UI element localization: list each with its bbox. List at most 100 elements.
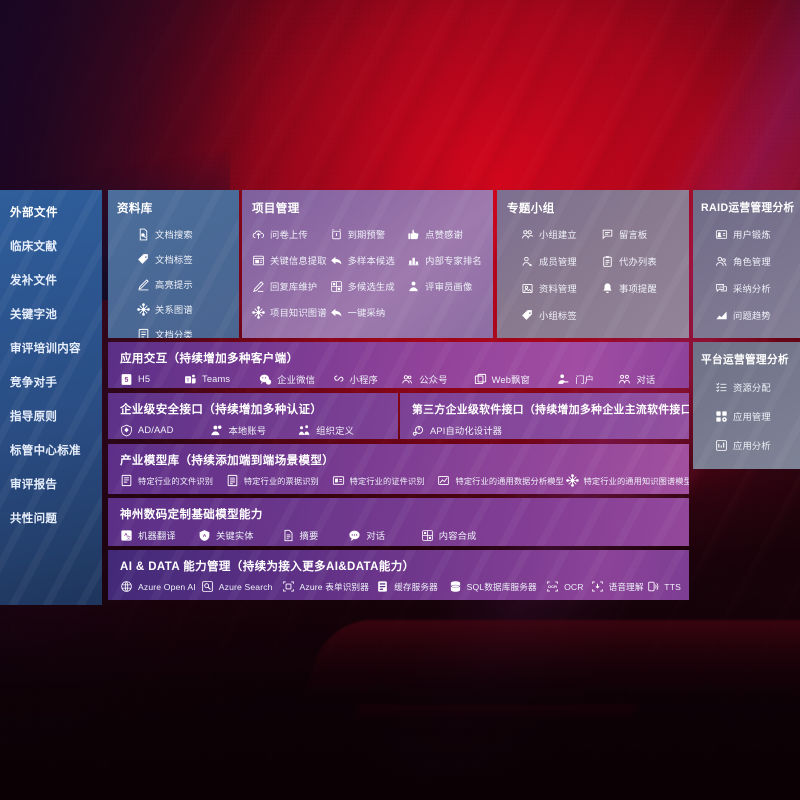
library-item-highlight-hint[interactable]: 高亮提示: [137, 277, 231, 291]
interaction-item-teams[interactable]: T Teams: [184, 372, 259, 386]
project-item-expiry-alert[interactable]: 到期预警: [330, 227, 408, 241]
shield-auth-icon: [120, 424, 133, 437]
interaction-item-dialog[interactable]: 对话: [618, 372, 676, 386]
model-item-label: 特定行业的票据识别: [243, 476, 319, 486]
interaction-item-portal[interactable]: 门户: [557, 372, 618, 386]
project-item-one-click-adopt[interactable]: 一键采纳: [330, 305, 408, 319]
group-item-group-tag[interactable]: 小组标签: [521, 308, 601, 322]
group-item-material-manage[interactable]: 资料管理: [521, 281, 601, 295]
security-item-ad-aad[interactable]: AD/AAD: [120, 423, 210, 437]
sidebar-item-competitors[interactable]: 竞争对手: [10, 377, 58, 389]
model-item-label: 特定行业的文件识别: [138, 476, 214, 486]
raid-item-adoption-analysis[interactable]: QA 采纳分析: [715, 281, 794, 295]
security-item-local-account[interactable]: 本地账号: [210, 423, 298, 437]
project-item-label: 到期预警: [347, 230, 386, 240]
member-manage-icon: [521, 255, 534, 268]
group-item-event-reminder[interactable]: 事项提醒: [601, 281, 681, 295]
library-item-relation-graph[interactable]: 关系图谱: [137, 302, 231, 316]
api-designer-icon: [412, 424, 425, 437]
interaction-item-wecom[interactable]: 企业微信: [259, 372, 331, 386]
raid-item-user-profile[interactable]: 用户锻炼: [715, 227, 794, 241]
knowledge-graph-icon: [137, 302, 150, 316]
sidebar-item-common-issues[interactable]: 共性问题: [10, 513, 58, 525]
base-item-key-entity[interactable]: A 关键实体: [198, 528, 282, 542]
project-item-label: 评审员画像: [425, 282, 473, 292]
library-item-document-category[interactable]: 文档分类: [137, 327, 231, 338]
project-item-reviewer-portrait[interactable]: 评审员画像: [407, 279, 485, 293]
security-item-organization[interactable]: 组织定义: [298, 423, 386, 437]
ai-item-label: SQL数据库服务器: [466, 581, 537, 592]
project-item-project-knowledge-graph[interactable]: 项目知识图谱: [252, 305, 330, 319]
ai-item-label: OCR: [564, 581, 584, 592]
knowledge-graph-icon: [565, 474, 579, 487]
ai-item-speech-understanding[interactable]: 语音理解: [591, 580, 647, 593]
interaction-item-miniprogram[interactable]: 小程序: [332, 372, 402, 386]
miniprogram-icon: [332, 373, 345, 386]
model-item-invoice-recognition[interactable]: 特定行业的票据识别: [226, 474, 332, 487]
cloud-upload-icon: [252, 228, 265, 241]
ai-item-tts[interactable]: TTS: [646, 580, 681, 593]
ai-item-azure-openai[interactable]: Azure Open AI: [120, 580, 201, 593]
sidebar-item-review-report[interactable]: 审评报告: [10, 479, 58, 491]
interaction-item-official-account[interactable]: 公众号: [401, 372, 473, 386]
interaction-item-label: 门户: [575, 375, 595, 385]
library-item-label: 文档搜索: [155, 230, 193, 240]
web-popup-icon: [474, 373, 487, 386]
group-item-todo-list[interactable]: 代办列表: [601, 254, 681, 268]
model-item-id-card-recognition[interactable]: 特定行业的证件识别: [332, 474, 438, 487]
project-item-questionnaire-upload[interactable]: 问卷上传: [252, 227, 330, 241]
ai-item-azure-search[interactable]: Azure Search: [201, 580, 282, 593]
interaction-item-label: 小程序: [349, 375, 378, 385]
project-item-key-info-extract[interactable]: 关键信息提取: [252, 253, 330, 267]
entity-icon: A: [198, 529, 211, 542]
base-item-dialog[interactable]: 对话: [348, 528, 420, 542]
ai-item-cache-server[interactable]: 缓存服务器: [376, 580, 448, 593]
project-item-label: 多样本候选: [347, 256, 395, 266]
platform-item-resource-allocation[interactable]: 资源分配: [715, 380, 794, 394]
project-item-multi-sample-candidate[interactable]: 多样本候选: [330, 253, 408, 267]
ai-item-ocr[interactable]: OCR OCR: [546, 580, 591, 593]
sidebar-item-review-training[interactable]: 审评培训内容: [10, 343, 81, 355]
project-item-label: 回复库维护: [270, 282, 318, 292]
group-item-create-group[interactable]: 小组建立: [521, 227, 601, 241]
interaction-item-web-popup[interactable]: Web飘窗: [474, 372, 558, 386]
ranking-chart-icon: [407, 254, 420, 267]
group-item-message-board[interactable]: 留言板: [601, 227, 681, 241]
security-item-label: 组织定义: [316, 426, 354, 436]
sidebar-item-keyword-pool[interactable]: 关键字池: [10, 309, 58, 321]
sidebar-item-standards-center[interactable]: 标管中心标准: [10, 445, 81, 457]
project-item-thumbs-up[interactable]: 点赞感谢: [407, 227, 485, 241]
library-item-label: 关系图谱: [155, 305, 193, 315]
library-item-document-search[interactable]: 文档搜索: [137, 227, 231, 241]
model-item-file-recognition[interactable]: 特定行业的文件识别: [120, 474, 226, 487]
sidebar-item-clinical-literature[interactable]: 临床文献: [10, 241, 58, 253]
model-item-knowledge-graph-model[interactable]: 特定行业的通用知识图谱模型: [565, 474, 689, 487]
sidebar-item-guidelines[interactable]: 指导原则: [10, 411, 58, 423]
sidebar-item-supplement-file[interactable]: 发补文件: [10, 275, 58, 287]
raid-item-issue-trend[interactable]: 问题趋势: [715, 308, 794, 322]
raid-item-role-manage[interactable]: 角色管理: [715, 254, 794, 268]
model-item-data-analysis-model[interactable]: 特定行业的通用数据分析模型: [437, 474, 565, 487]
panel-group-title: 专题小组: [507, 203, 555, 215]
base-item-content-synthesis[interactable]: 内容合成: [421, 528, 510, 542]
project-item-internal-expert-ranking[interactable]: 内部专家排名: [407, 253, 485, 267]
project-item-reply-library-maintain[interactable]: 回复库维护: [252, 279, 330, 293]
project-item-multi-candidate-generate[interactable]: 多候选生成: [330, 279, 408, 293]
ai-item-sql-database[interactable]: SQL数据库服务器: [449, 580, 546, 593]
tag-icon: [521, 309, 534, 322]
third-party-item-api-designer[interactable]: API自动化设计器: [412, 423, 502, 437]
base-item-summary[interactable]: 摘要: [282, 528, 349, 542]
group-item-member-manage[interactable]: 成员管理: [521, 254, 601, 268]
security-item-label: 本地账号: [228, 426, 267, 436]
platform-item-app-manage[interactable]: 应用管理: [715, 409, 794, 423]
interaction-item-label: 企业微信: [277, 375, 316, 385]
ai-item-form-recognizer[interactable]: Azure 表单识别器: [282, 580, 377, 593]
interaction-item-label: 公众号: [419, 375, 448, 385]
library-item-document-tag[interactable]: 文档标签: [137, 252, 231, 266]
dialog-group-icon: [618, 373, 631, 386]
ai-item-label: Azure Open AI: [138, 581, 196, 592]
interaction-item-h5[interactable]: 5 H5: [120, 372, 184, 386]
platform-item-app-analysis[interactable]: 应用分析: [715, 438, 794, 452]
